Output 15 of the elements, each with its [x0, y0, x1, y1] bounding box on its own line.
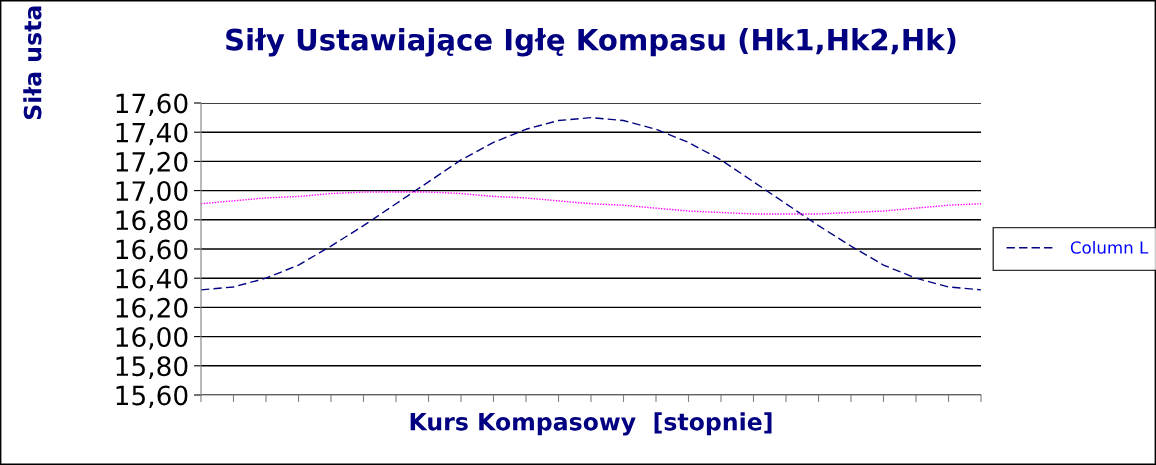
chart-title: Siły Ustawiające Igłę Kompasu (Hk1,Hk2,Hk)	[226, 28, 956, 57]
y-tick-label: 17,00	[116, 181, 188, 204]
y-tick-label: 16,00	[116, 327, 188, 350]
x-axis-title: Kurs Kompasowy [stopnie]	[410, 412, 772, 436]
y-axis-title: Siła usta	[23, 6, 42, 120]
y-tick-label: 17,40	[116, 122, 188, 146]
y-tick-label: 17,60	[116, 93, 188, 117]
y-tick-label: 16,40	[116, 268, 188, 292]
y-tick-label: 17,20	[116, 151, 188, 175]
y-tick-label: 15,80	[116, 356, 188, 379]
y-tick-label: 15,60	[116, 385, 188, 409]
legend-label: Column L	[1070, 240, 1149, 254]
y-tick-label: 16,60	[116, 239, 188, 263]
y-tick-label: 16,20	[116, 297, 188, 321]
y-tick-label: 16,80	[116, 210, 188, 233]
